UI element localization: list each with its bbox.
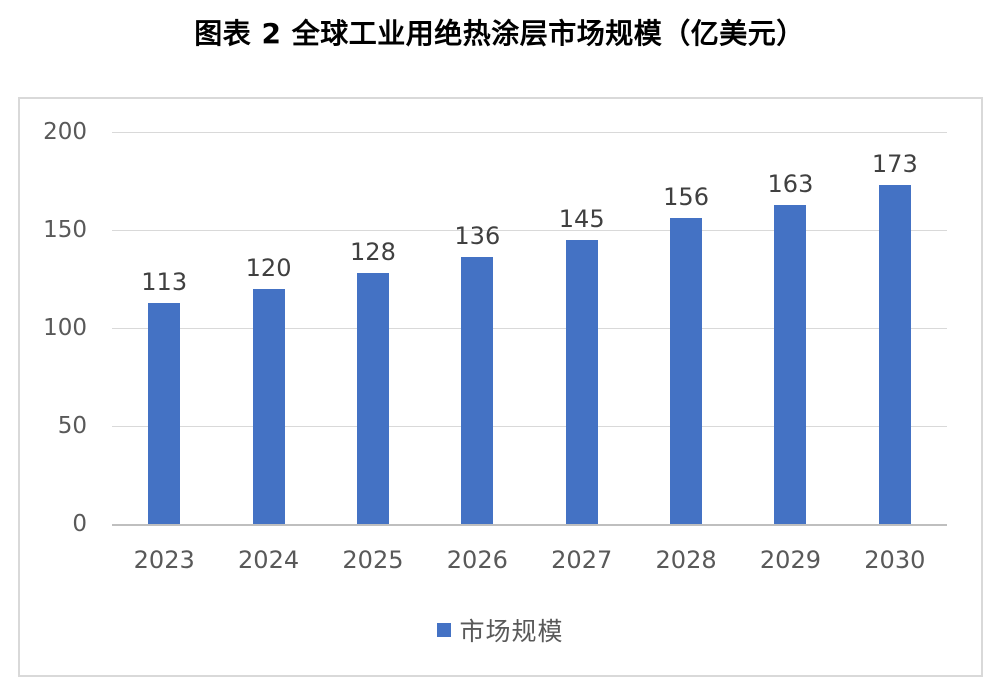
value-label-2030: 173: [871, 149, 918, 178]
bar-2024: 120: [246, 254, 291, 524]
x-tick-label-2029: 2029: [759, 546, 821, 574]
legend-swatch: [437, 623, 452, 637]
value-label-2024: 120: [245, 253, 292, 282]
y-tick-label-100: 100: [43, 315, 87, 341]
gridline-50: [112, 426, 947, 427]
bar-2023: 113: [141, 268, 187, 524]
x-tick-label-2027: 2027: [551, 546, 613, 574]
chart-title: 图表 2 全球工业用绝热涂层市场规模（亿美元）: [194, 17, 805, 50]
value-label-2025: 128: [350, 238, 396, 267]
x-tick-label-2025: 2025: [342, 546, 404, 574]
bar-2029: 163: [768, 170, 813, 524]
gridline-150: [112, 230, 947, 231]
x-tick-label-2028: 2028: [655, 546, 717, 574]
plot-area: 0 50 100 150 200 113 2023 120 2024 128 2025 136 2026…: [43, 119, 947, 574]
bar-2025: 128: [350, 238, 396, 524]
gridline-200: [112, 132, 947, 133]
legend-label: 市场规模: [459, 617, 564, 646]
legend: 市场规模: [20, 612, 981, 648]
chart-frame: 0 50 100 150 200 113 2023 120 2024 128 2025 136 2026…: [18, 97, 983, 677]
value-label-2026: 136: [454, 222, 501, 251]
value-label-2028: 156: [663, 183, 709, 212]
x-tick-label-2026: 2026: [446, 546, 508, 574]
value-label-2023: 113: [141, 267, 188, 296]
bar-2027: 145: [559, 205, 605, 524]
x-tick-label-2023: 2023: [133, 546, 195, 574]
bar-2026: 136: [454, 222, 500, 524]
y-tick-label-200: 200: [43, 119, 87, 145]
bar-2030: 173: [872, 150, 918, 524]
bar-2028: 156: [663, 183, 709, 524]
gridline-100: [112, 328, 947, 329]
x-axis-line: [112, 524, 947, 526]
y-tick-label-0: 0: [72, 511, 87, 537]
value-label-2029: 163: [767, 169, 814, 198]
y-tick-label-50: 50: [57, 413, 87, 439]
value-label-2027: 145: [558, 204, 605, 233]
x-tick-label-2024: 2024: [238, 546, 300, 574]
y-tick-label-150: 150: [43, 217, 87, 243]
x-tick-label-2030: 2030: [864, 546, 926, 574]
